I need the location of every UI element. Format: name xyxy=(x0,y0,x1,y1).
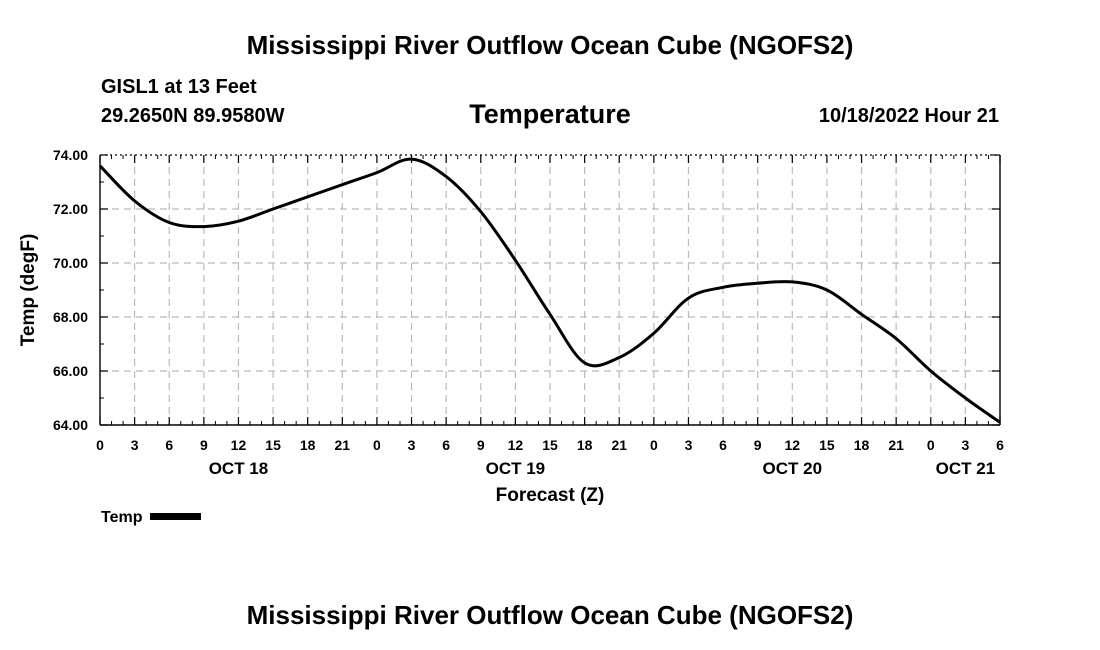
y-tick-label: 66.00 xyxy=(53,363,88,379)
x-tick-label: 3 xyxy=(408,437,416,453)
x-axis-title: Forecast (Z) xyxy=(496,485,605,506)
coordinates-label: 29.2650N 89.9580W xyxy=(101,105,285,127)
x-tick-label: 18 xyxy=(854,437,870,453)
x-tick-label: 6 xyxy=(442,437,450,453)
y-tick-label: 72.00 xyxy=(53,201,88,217)
x-tick-label: 6 xyxy=(996,437,1004,453)
x-tick-label: 0 xyxy=(96,437,104,453)
x-tick-label: 15 xyxy=(542,437,558,453)
station-label: GISL1 at 13 Feet xyxy=(101,76,257,98)
x-tick-label: 12 xyxy=(508,437,524,453)
x-tick-label: 6 xyxy=(165,437,173,453)
x-tick-label: 9 xyxy=(754,437,762,453)
chart-main-title: Mississippi River Outflow Ocean Cube (NG… xyxy=(246,30,854,60)
x-tick-label: 3 xyxy=(685,437,693,453)
grid-lines xyxy=(100,154,1000,425)
axis-labels: 0 3 6 9 12 15 18 21 0 3 6 9 12 15 18 21 0 3 6 9 12 15 18 21 0 3 66… xyxy=(18,147,1004,506)
chart-bottom-title: Mississippi River Outflow Ocean Cube (NG… xyxy=(246,600,854,630)
x-tick-label: 15 xyxy=(265,437,281,453)
x-tick-label: 0 xyxy=(373,437,381,453)
y-tick-label: 64.00 xyxy=(53,417,88,433)
y-tick-label: 70.00 xyxy=(53,255,88,271)
x-tick-label: 15 xyxy=(819,437,835,453)
variable-title: Temperature xyxy=(469,99,631,129)
x-tick-label: 3 xyxy=(131,437,139,453)
x-tick-label: 21 xyxy=(888,437,904,453)
y-tick-label: 68.00 xyxy=(53,309,88,325)
axes xyxy=(99,154,1001,426)
y-tick-label: 74.00 xyxy=(53,147,88,163)
x-tick-label: 12 xyxy=(231,437,247,453)
x-tick-label: 9 xyxy=(200,437,208,453)
legend-line-swatch xyxy=(150,513,202,521)
x-tick-label: 0 xyxy=(650,437,658,453)
series-layer xyxy=(98,157,1001,424)
x-tick-label: 21 xyxy=(611,437,627,453)
date-label: OCT 21 xyxy=(936,459,996,478)
series-line-temp xyxy=(98,157,1001,424)
date-label: OCT 18 xyxy=(209,459,269,478)
date-label: OCT 20 xyxy=(763,459,823,478)
x-tick-label: 9 xyxy=(477,437,485,453)
x-tick-label: 6 xyxy=(719,437,727,453)
x-tick-label: 12 xyxy=(785,437,801,453)
x-tick-label: 18 xyxy=(577,437,593,453)
date-label: OCT 19 xyxy=(486,459,546,478)
x-tick-label: 18 xyxy=(300,437,316,453)
y-axis-title: Temp (degF) xyxy=(18,234,39,347)
legend-label: Temp xyxy=(101,509,143,526)
x-tick-label: 3 xyxy=(961,437,969,453)
legend: Temp xyxy=(101,509,202,527)
x-tick-label: 21 xyxy=(335,437,351,453)
x-tick-label: 0 xyxy=(927,437,935,453)
forecast-datetime: 10/18/2022 Hour 21 xyxy=(818,105,999,127)
